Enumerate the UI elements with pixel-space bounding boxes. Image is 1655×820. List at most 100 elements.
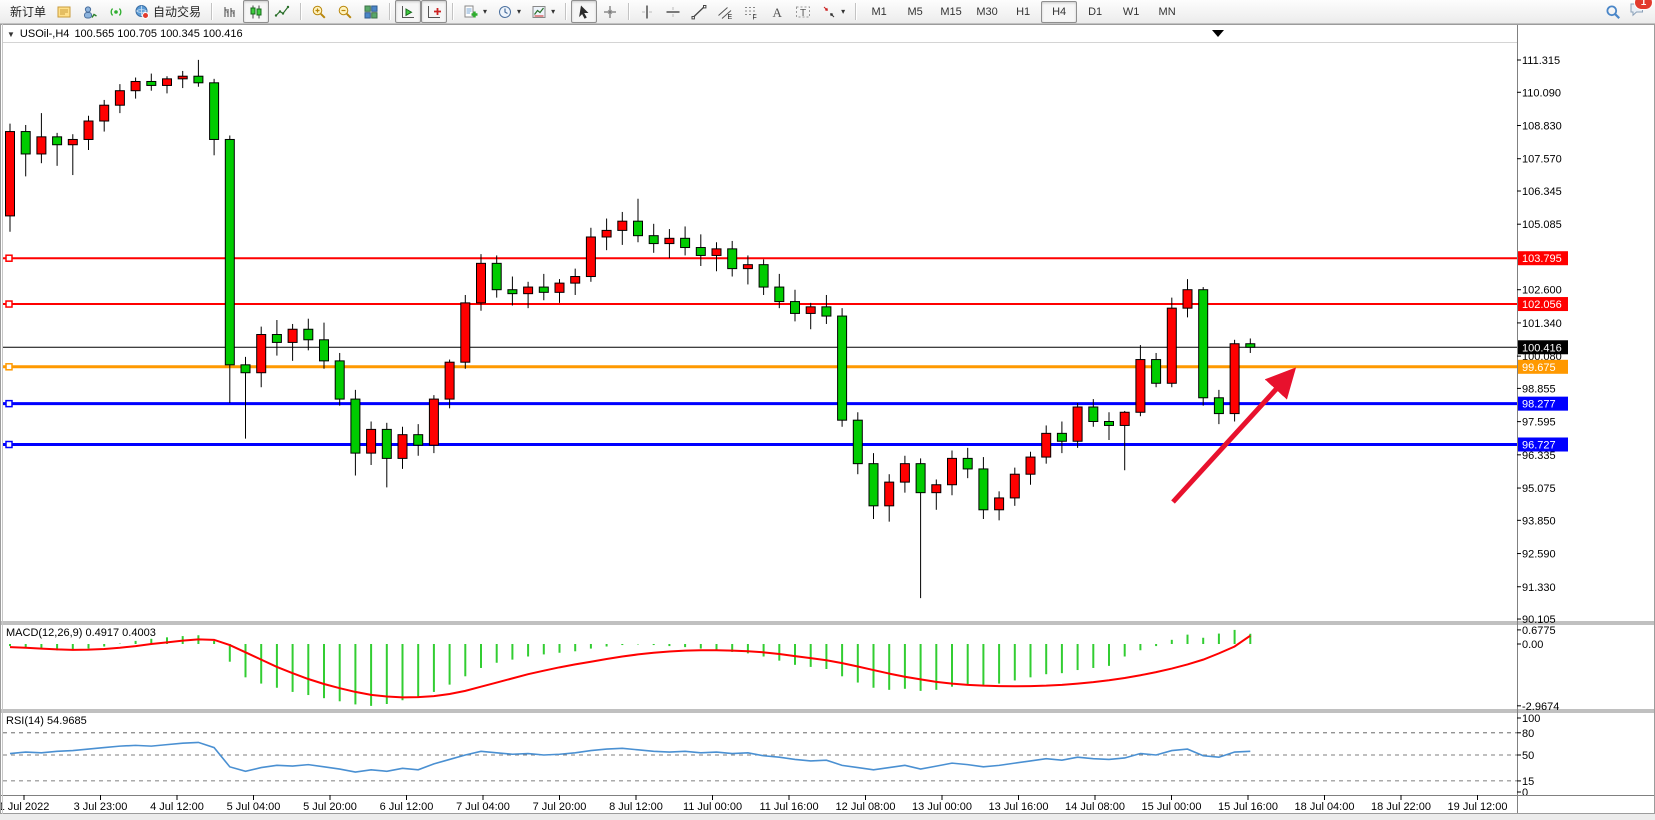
candle-body <box>994 497 1005 511</box>
timeframe-h1-button[interactable]: H1 <box>1016 5 1031 18</box>
chevron-down-icon[interactable]: ▾ <box>551 7 556 16</box>
search-icon[interactable] <box>1605 4 1621 20</box>
trendline-button[interactable] <box>686 0 712 23</box>
candle-body <box>319 339 329 362</box>
price-badge-label: 100.416 <box>1522 342 1562 354</box>
label-icon: T <box>795 4 811 20</box>
chart-canvas[interactable]: 111.315 110.090 108.830 107.570 106.345 105.0… <box>0 24 1655 820</box>
auto-scroll-button[interactable] <box>395 0 422 23</box>
template-icon <box>531 4 547 20</box>
candle-body <box>162 78 172 86</box>
templates-button[interactable]: ▾ <box>526 0 560 23</box>
level-handle[interactable] <box>5 363 13 371</box>
horizontal-line-button[interactable] <box>660 0 686 23</box>
label-button[interactable]: T <box>790 0 816 23</box>
time-axis-label: 18 Jul 22:00 <box>1371 801 1431 813</box>
text-button[interactable]: A <box>764 0 790 23</box>
price-axis-label: 111.315 <box>1522 55 1560 67</box>
candle-body <box>884 481 895 507</box>
timeframe-m5-button[interactable]: M5 <box>907 5 923 18</box>
price-axis-label: 107.570 <box>1522 154 1562 166</box>
zoom-in-button[interactable] <box>306 0 332 23</box>
chevron-down-icon[interactable]: ▾ <box>517 7 522 16</box>
timeframe-m30-button[interactable]: M30 <box>976 5 998 18</box>
timeframe-d1-button[interactable]: D1 <box>1088 5 1103 18</box>
candle-body <box>821 306 832 317</box>
candle-body <box>36 136 47 155</box>
fibonacci-button[interactable]: F <box>738 0 764 23</box>
auto-trading-button-label: 自动交易 <box>153 5 202 19</box>
price-axis-label: 101.340 <box>1522 318 1562 330</box>
timeframe-h4-button[interactable]: H4 <box>1041 0 1078 23</box>
bar-chart-button[interactable] <box>217 0 243 23</box>
timeframe-m1-button[interactable]: M1 <box>871 5 887 18</box>
chart-shift-marker[interactable] <box>1212 30 1224 37</box>
chart-shift-button[interactable] <box>421 0 448 23</box>
level-handle[interactable] <box>5 254 13 262</box>
fibonacci-icon: F <box>743 4 759 20</box>
trend-arrow-annotation[interactable] <box>1171 367 1297 504</box>
timeframe-mn-button[interactable]: MN <box>1158 5 1176 18</box>
toolbar-separator <box>628 3 630 20</box>
candle-body <box>1088 406 1099 422</box>
candlestick-chart-button[interactable] <box>243 0 270 23</box>
candle-body <box>130 80 141 92</box>
line-chart-button[interactable] <box>269 0 295 23</box>
timeframe-w1-button[interactable]: W1 <box>1122 5 1140 18</box>
navigator-button[interactable] <box>77 0 103 23</box>
toolbar-separator <box>389 3 391 20</box>
candle-body <box>915 463 926 494</box>
rsi-axis-label: 100 <box>1522 713 1540 725</box>
channel-button[interactable]: E <box>712 0 738 23</box>
svg-text:T: T <box>800 8 806 19</box>
price-badge-label: 103.795 <box>1522 253 1562 265</box>
level-handle[interactable] <box>5 399 13 408</box>
candle-body <box>962 457 973 470</box>
candle-body <box>1119 411 1130 426</box>
periods-button[interactable]: ▾ <box>492 0 526 23</box>
time-axis-label: 15 Jul 16:00 <box>1218 801 1278 813</box>
candle-body <box>303 328 314 341</box>
notifications-button[interactable]: 1 <box>1629 0 1653 22</box>
signals-button[interactable] <box>103 0 129 23</box>
tile-windows-button[interactable] <box>358 0 384 23</box>
time-axis-label: 13 Jul 16:00 <box>989 801 1049 813</box>
auto-trading-icon <box>134 4 150 20</box>
price-axis-label: 93.850 <box>1522 515 1556 527</box>
zoom-out-button[interactable] <box>332 0 358 23</box>
candle-body <box>397 434 408 459</box>
price-badge <box>1518 251 1568 266</box>
vertical-line-button[interactable] <box>634 0 660 23</box>
chart-title-bar: ▼ USOil-,H4 100.565 100.705 100.345 100.… <box>7 28 243 40</box>
candle-body <box>633 220 643 237</box>
price-axis-label: 98.855 <box>1522 383 1556 395</box>
crosshair-button[interactable] <box>597 0 623 23</box>
chart-title-toggle-icon[interactable]: ▼ <box>7 29 15 39</box>
price-badge <box>1518 437 1568 452</box>
time-axis-label: 5 Jul 04:00 <box>227 801 281 813</box>
auto-trading-button[interactable]: 自动交易 <box>129 0 206 23</box>
level-handle[interactable] <box>5 300 13 308</box>
chevron-down-icon[interactable]: ▾ <box>841 7 846 16</box>
chevron-down-icon[interactable]: ▾ <box>483 7 488 16</box>
cursor-button[interactable] <box>571 0 598 23</box>
clock-icon <box>497 4 513 20</box>
horizontal-line-icon <box>665 4 681 20</box>
candle-body <box>538 286 549 293</box>
indicators-button[interactable]: ▾ <box>458 0 492 23</box>
candle-body <box>350 398 361 454</box>
candle-body <box>5 131 15 217</box>
new-order-button[interactable]: 新订单 <box>5 0 51 23</box>
candle-body <box>837 315 848 421</box>
level-handle[interactable] <box>5 440 13 449</box>
market-watch-button[interactable] <box>51 0 77 23</box>
arrows-button[interactable]: ▾ <box>816 0 850 23</box>
candle-body <box>20 131 31 155</box>
candle-body <box>146 80 157 86</box>
navigator-icon <box>82 4 98 20</box>
price-badge-label: 96.727 <box>1522 440 1556 452</box>
rsi-axis-label: 50 <box>1522 750 1534 762</box>
candle-body <box>805 306 816 314</box>
main-toolbar: 新订单 自动交易 ▾ ▾ ▾ E F A T ▾ M1 M5 M15 M30 H1 H4 D1 W1 MN 1 <box>0 0 1655 24</box>
timeframe-m15-button[interactable]: M15 <box>940 5 962 18</box>
